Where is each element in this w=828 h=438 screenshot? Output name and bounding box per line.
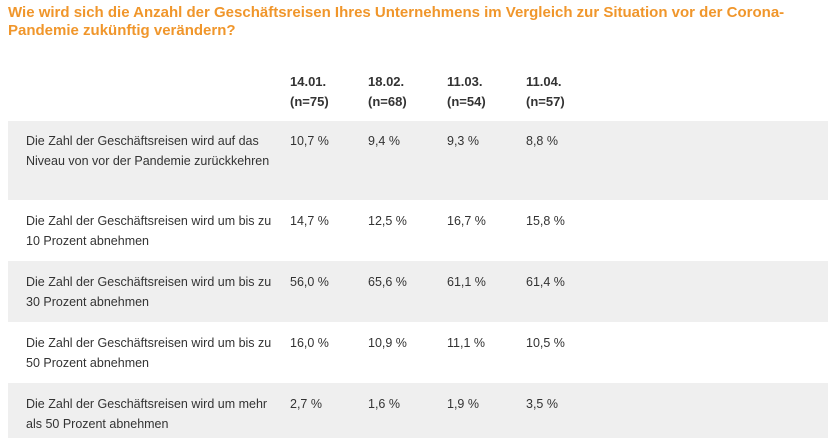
column-sample-size: (n=54)	[447, 94, 486, 109]
column-header-2: 18.02. (n=68)	[368, 72, 407, 112]
table-cell: 16,7 %	[447, 214, 486, 228]
column-sample-size: (n=75)	[290, 94, 329, 109]
table-cell: 65,6 %	[368, 275, 407, 289]
table-cell: 14,7 %	[290, 214, 329, 228]
table-cell: 10,7 %	[290, 134, 329, 148]
table-cell: 8,8 %	[526, 134, 558, 148]
table-cell: 61,1 %	[447, 275, 486, 289]
row-label: Die Zahl der Geschäftsreisen wird um bis…	[26, 275, 272, 309]
table-row: Die Zahl der Geschäftsreisen wird um bis…	[8, 261, 828, 322]
table-cell: 10,9 %	[368, 336, 407, 350]
table-cell: 56,0 %	[290, 275, 329, 289]
table-cell: 1,9 %	[447, 397, 479, 411]
column-date: 11.03.	[447, 74, 483, 89]
column-header-1: 14.01. (n=75)	[290, 72, 329, 112]
table-row: Die Zahl der Geschäftsreisen wird um meh…	[8, 383, 828, 438]
row-label: Die Zahl der Geschäftsreisen wird um bis…	[26, 336, 272, 370]
table-cell: 10,5 %	[526, 336, 565, 350]
table-cell: 16,0 %	[290, 336, 329, 350]
table-cell: 2,7 %	[290, 397, 322, 411]
table-cell: 11,1 %	[447, 336, 485, 350]
row-label: Die Zahl der Geschäftsreisen wird um meh…	[26, 397, 268, 431]
survey-question-title: Wie wird sich die Anzahl der Geschäftsre…	[8, 4, 785, 39]
table-row: Die Zahl der Geschäftsreisen wird um bis…	[8, 322, 828, 383]
column-date: 18.02.	[368, 74, 405, 89]
column-sample-size: (n=68)	[368, 94, 407, 109]
column-sample-size: (n=57)	[526, 94, 565, 109]
table-cell: 12,5 %	[368, 214, 407, 228]
column-date: 14.01.	[290, 74, 327, 89]
table-cell: 1,6 %	[368, 397, 400, 411]
table-cell: 9,3 %	[447, 134, 479, 148]
column-header-4: 11.04. (n=57)	[526, 72, 565, 112]
row-label: Die Zahl der Geschäftsreisen wird auf da…	[26, 134, 270, 168]
table-cell: 61,4 %	[526, 275, 565, 289]
table-cell: 15,8 %	[526, 214, 565, 228]
table-row: Die Zahl der Geschäftsreisen wird um bis…	[8, 200, 828, 261]
table-cell: 9,4 %	[368, 134, 400, 148]
column-header-3: 11.03. (n=54)	[447, 72, 486, 112]
row-label: Die Zahl der Geschäftsreisen wird um bis…	[26, 214, 272, 248]
table-cell: 3,5 %	[526, 397, 558, 411]
table-row: Die Zahl der Geschäftsreisen wird auf da…	[8, 121, 828, 200]
column-date: 11.04.	[526, 74, 562, 89]
